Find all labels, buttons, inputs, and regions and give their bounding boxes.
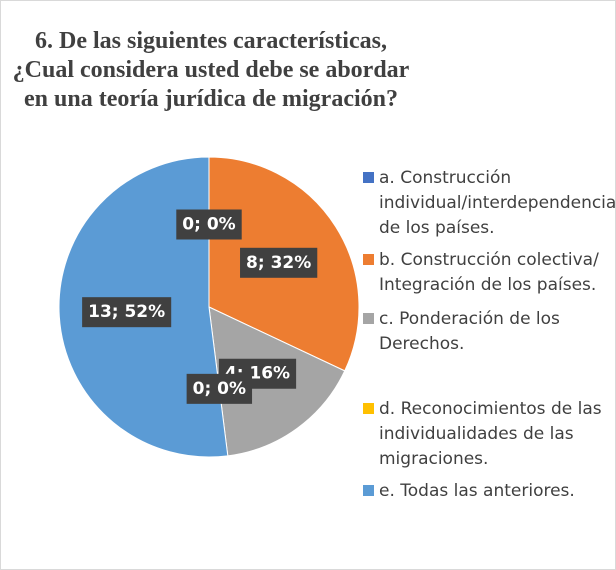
data-label-box (186, 373, 253, 404)
legend-swatch (363, 485, 374, 496)
data-label: 0; 0% (186, 373, 253, 404)
legend-item: e. Todas las anteriores. (363, 479, 615, 504)
data-label-text: 8; 32% (246, 253, 311, 273)
legend-swatch (363, 403, 374, 414)
legend-label: a. Construcción individual/interdependen… (379, 168, 616, 238)
data-label-box (82, 297, 172, 328)
legend-item: a. Construcción individual/interdependen… (363, 166, 616, 241)
data-label-text: 0; 0% (182, 215, 235, 235)
data-label: 13; 52% (82, 297, 172, 328)
legend-swatch (363, 172, 374, 183)
data-label: 8; 32% (240, 247, 318, 278)
data-label-text: 0; 0% (193, 379, 246, 399)
data-label-box (240, 247, 318, 278)
legend-item: d. Reconocimientos de las individualidad… (363, 397, 615, 472)
legend-swatch (363, 254, 374, 265)
legend-label: d. Reconocimientos de las individualidad… (379, 399, 602, 469)
data-label: 0; 0% (176, 209, 242, 240)
legend-label: c. Ponderación de los Derechos. (379, 309, 560, 354)
chart-title: 6. De las siguientes características, ¿C… (12, 28, 410, 112)
legend-item: c. Ponderación de los Derechos. (363, 307, 615, 357)
data-label-box (176, 209, 242, 240)
legend-label: b. Construcción colectiva/ Integración d… (379, 250, 599, 295)
data-label-text: 13; 52% (88, 302, 165, 322)
legend-swatch (363, 313, 374, 324)
legend-label: e. Todas las anteriores. (379, 481, 575, 501)
legend-item: b. Construcción colectiva/ Integración d… (363, 248, 615, 298)
